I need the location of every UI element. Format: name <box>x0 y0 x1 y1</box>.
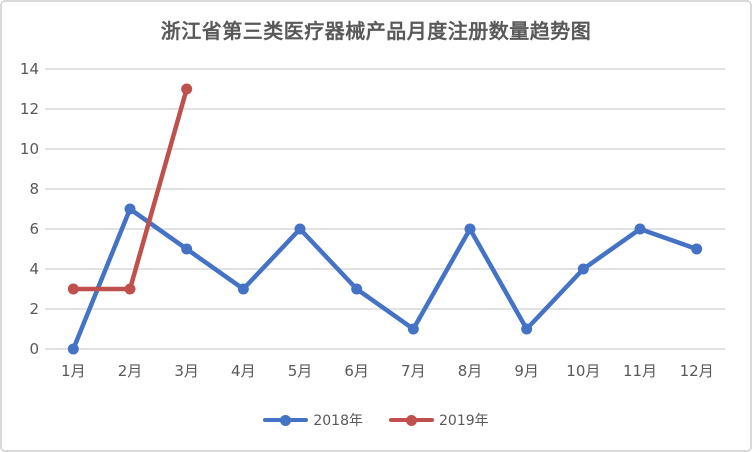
y-tick-label: 4 <box>29 260 39 278</box>
y-tick-label: 10 <box>20 140 39 158</box>
data-point-0 <box>181 243 193 255</box>
legend-item-2018[interactable]: 2018年 <box>263 410 363 430</box>
x-axis-label: 4月 <box>231 362 256 380</box>
x-axis-label: 7月 <box>401 362 426 380</box>
data-point-0 <box>407 323 419 335</box>
data-point-1 <box>181 83 193 95</box>
y-tick-label: 8 <box>29 180 39 198</box>
x-axis-label: 5月 <box>288 362 313 380</box>
x-axis-label: 12月 <box>680 362 714 380</box>
y-tick-label: 6 <box>29 220 39 238</box>
x-axis-label: 2月 <box>118 362 143 380</box>
legend-label-2018: 2018年 <box>313 413 363 429</box>
legend-item-2019[interactable]: 2019年 <box>389 410 489 430</box>
y-tick-label: 14 <box>20 60 39 78</box>
series-line-0 <box>71 206 699 352</box>
data-point-0 <box>237 283 249 295</box>
data-point-0 <box>521 323 533 335</box>
data-point-0 <box>634 223 646 235</box>
data-point-1 <box>67 283 79 295</box>
y-tick-label: 0 <box>29 340 39 358</box>
x-axis-label: 6月 <box>344 362 369 380</box>
data-point-0 <box>691 243 703 255</box>
data-point-0 <box>67 343 79 355</box>
data-point-0 <box>577 263 589 275</box>
x-axis-label: 8月 <box>458 362 483 380</box>
data-point-0 <box>294 223 306 235</box>
x-axis-label: 3月 <box>174 362 199 380</box>
legend-label-2019: 2019年 <box>439 413 489 429</box>
y-tick-label: 2 <box>29 300 39 318</box>
y-tick-label: 12 <box>20 100 39 118</box>
x-axis-label: 10月 <box>566 362 600 380</box>
x-axis-label: 1月 <box>61 362 86 380</box>
data-point-0 <box>124 203 136 215</box>
data-point-1 <box>124 283 136 295</box>
legend: 2018年 2019年 <box>2 410 750 430</box>
legend-line-marker-icon <box>389 414 434 426</box>
legend-line-marker-icon <box>263 414 309 426</box>
data-point-0 <box>351 283 363 295</box>
data-point-0 <box>464 223 476 235</box>
x-axis-label: 11月 <box>623 362 657 380</box>
x-axis-label: 9月 <box>514 362 539 380</box>
chart-title: 浙江省第三类医疗器械产品月度注册数量趋势图 <box>160 19 592 43</box>
